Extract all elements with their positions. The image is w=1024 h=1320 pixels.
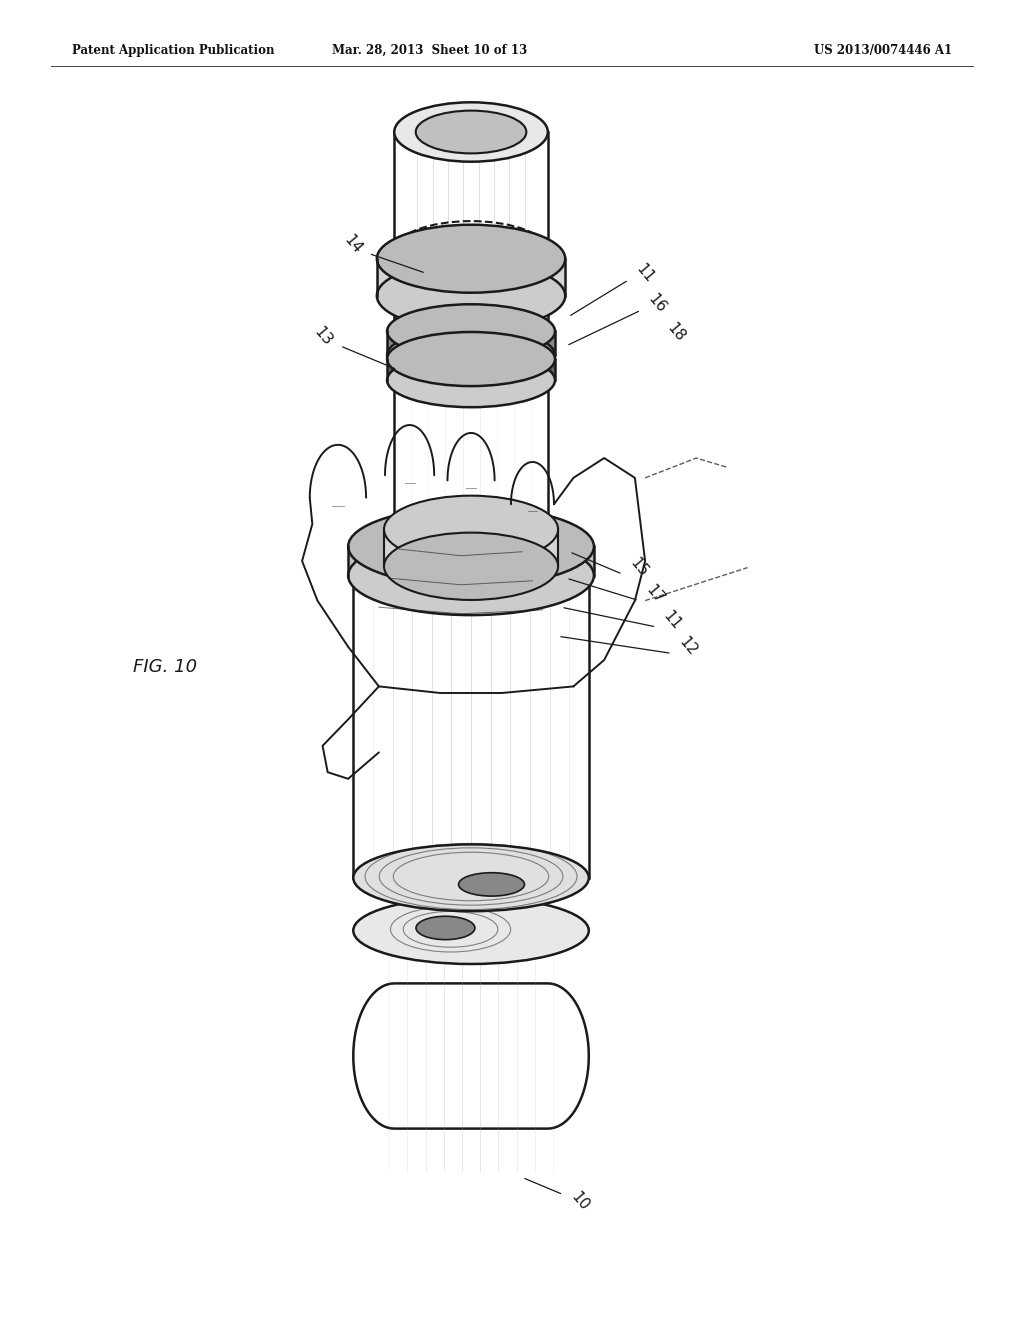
Ellipse shape — [416, 111, 526, 153]
Text: 15: 15 — [627, 556, 650, 579]
Ellipse shape — [416, 916, 475, 940]
Ellipse shape — [384, 532, 558, 599]
Ellipse shape — [348, 536, 594, 615]
Polygon shape — [394, 280, 548, 561]
Text: 18: 18 — [664, 321, 687, 345]
Text: 12: 12 — [676, 635, 699, 659]
Text: Mar. 28, 2013  Sheet 10 of 13: Mar. 28, 2013 Sheet 10 of 13 — [333, 44, 527, 57]
Text: Patent Application Publication: Patent Application Publication — [72, 44, 274, 57]
Polygon shape — [348, 546, 594, 576]
Ellipse shape — [377, 261, 565, 330]
Text: 11: 11 — [660, 609, 684, 632]
Ellipse shape — [353, 898, 589, 964]
Polygon shape — [387, 359, 555, 380]
Text: FIG. 10: FIG. 10 — [133, 657, 198, 676]
Ellipse shape — [353, 845, 589, 911]
Polygon shape — [377, 259, 565, 296]
Text: 17: 17 — [643, 582, 667, 606]
Polygon shape — [387, 331, 555, 355]
Polygon shape — [353, 983, 589, 1129]
Text: 11: 11 — [633, 261, 656, 285]
Ellipse shape — [377, 224, 565, 293]
Ellipse shape — [379, 535, 563, 587]
Ellipse shape — [353, 528, 589, 594]
Text: US 2013/0074446 A1: US 2013/0074446 A1 — [814, 44, 952, 57]
Ellipse shape — [387, 354, 555, 408]
Text: 16: 16 — [645, 292, 669, 315]
Ellipse shape — [384, 496, 558, 562]
Polygon shape — [394, 132, 548, 251]
Ellipse shape — [387, 327, 555, 383]
Polygon shape — [353, 561, 589, 878]
Text: 10: 10 — [568, 1189, 592, 1213]
Ellipse shape — [394, 103, 548, 162]
Ellipse shape — [387, 333, 555, 387]
Polygon shape — [384, 529, 558, 566]
Ellipse shape — [459, 873, 524, 896]
Ellipse shape — [348, 507, 594, 586]
Text: 13: 13 — [310, 325, 335, 348]
Ellipse shape — [387, 305, 555, 359]
Text: 14: 14 — [341, 232, 366, 256]
